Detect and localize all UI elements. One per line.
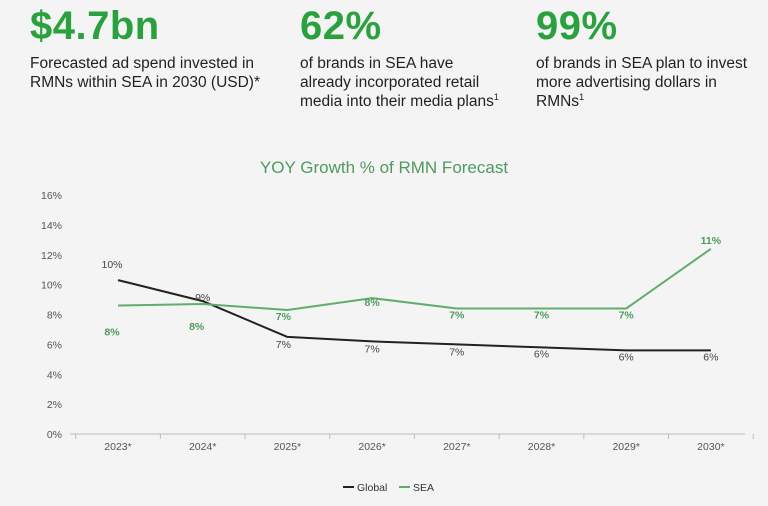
chart-title: YOY Growth % of RMN Forecast: [259, 158, 509, 177]
stat-value: 99%: [536, 4, 618, 48]
stat-description-text: of brands in SEA have already incorporat…: [300, 55, 494, 110]
x-tick-label: 2025*: [274, 441, 301, 453]
data-label-global: 6%: [703, 351, 718, 363]
stat-brands-plan-invest: 99% of brands in SEA plan to invest more…: [536, 4, 756, 111]
data-label-sea: 7%: [449, 310, 465, 322]
data-label-sea: 8%: [365, 297, 381, 309]
stat-brands-incorporated: 62% of brands in SEA have already incorp…: [300, 4, 500, 111]
stat-description-text: Forecasted ad spend invested in RMNs wit…: [30, 55, 260, 91]
data-label-global: 9%: [195, 292, 210, 304]
stats-row: $4.7bn Forecasted ad spend invested in R…: [0, 0, 768, 140]
data-label-sea: 11%: [701, 235, 722, 247]
y-tick-label: 12%: [41, 250, 62, 262]
legend-label-sea: SEA: [413, 482, 434, 494]
y-tick-label: 16%: [41, 190, 62, 202]
x-tick-label: 2024*: [189, 441, 216, 453]
data-label-global: 7%: [449, 346, 464, 358]
legend: Global SEA: [343, 482, 434, 494]
stat-value: 62%: [300, 4, 382, 48]
x-axis: 2023* 2024* 2025* 2026* 2027* 2028* 2029* 2030*: [70, 433, 754, 453]
series-lines: [117, 247, 712, 352]
x-tick-label: 2027*: [443, 441, 470, 453]
y-tick-label: 10%: [41, 280, 62, 292]
x-tick-label: 2023*: [104, 441, 131, 453]
y-tick-label: 4%: [47, 369, 62, 381]
y-tick-label: 6%: [47, 339, 62, 351]
x-tick-label: 2028*: [528, 441, 555, 453]
data-label-global: 6%: [619, 351, 634, 363]
series-line-global: [117, 279, 711, 352]
data-label-sea: 7%: [534, 310, 550, 322]
x-tick-label: 2026*: [358, 441, 385, 453]
data-label-sea: 7%: [276, 311, 292, 323]
data-labels: 10% 9% 7% 7% 7% 6% 6% 6% 8% 8% 7% 8% 7% 7% 7% 11%: [101, 235, 721, 364]
y-tick-label: 8%: [47, 310, 62, 322]
data-label-sea: 8%: [104, 327, 120, 339]
series-line-sea: [117, 247, 712, 311]
y-tick-label: 2%: [47, 399, 62, 411]
y-tick-label: 14%: [41, 220, 62, 232]
data-label-global: 7%: [276, 339, 291, 351]
data-label-global: 7%: [365, 343, 380, 355]
stat-description: of brands in SEA plan to invest more adv…: [536, 54, 756, 111]
footnote-marker: 1: [493, 91, 499, 102]
data-label-global: 10%: [101, 259, 122, 271]
x-tick-label: 2029*: [612, 441, 639, 453]
footnote-marker: 1: [579, 91, 585, 102]
stat-description: Forecasted ad spend invested in RMNs wit…: [30, 54, 270, 92]
y-axis-labels: 0% 2% 4% 6% 8% 10% 12% 14% 16%: [41, 190, 62, 441]
stat-value: $4.7bn: [30, 4, 160, 48]
data-label-sea: 8%: [189, 321, 205, 333]
data-label-sea: 7%: [619, 310, 635, 322]
stat-description-text: of brands in SEA plan to invest more adv…: [536, 55, 748, 110]
stat-description: of brands in SEA have already incorporat…: [300, 54, 500, 111]
line-chart: 0%2%4%6%8%10%12%14%16% 2023* 2024* 2025* 20…: [41, 190, 754, 494]
data-label-global: 6%: [534, 348, 549, 360]
y-tick-label: 0%: [47, 429, 62, 441]
chart-container: YOY Growth % of RMN Forecast 0% 2% 4% 6% 8% 1…: [0, 150, 768, 501]
stat-ad-spend: $4.7bn Forecasted ad spend invested in R…: [30, 4, 270, 92]
x-tick-label: 2030*: [697, 441, 724, 453]
legend-label-global: Global: [357, 482, 387, 494]
